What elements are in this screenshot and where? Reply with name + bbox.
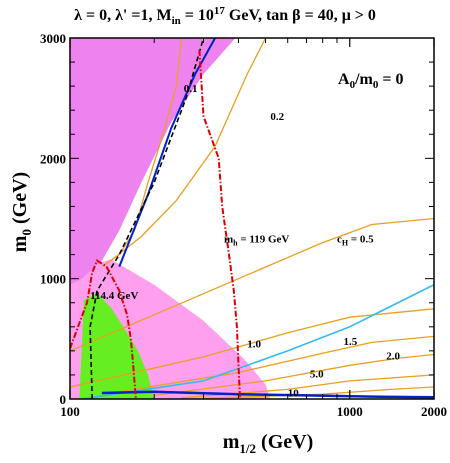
ch-contour-1	[110, 38, 267, 262]
y-tick-label-3: 3000	[40, 31, 66, 46]
ch-label-5: 2.0	[386, 350, 400, 362]
black-dashed-contour	[89, 38, 205, 399]
x-tick-label-0: 100	[60, 404, 80, 419]
title-eq: = 10	[181, 7, 214, 24]
ch-label-6: 5.0	[310, 368, 324, 380]
ch-label-c: c	[337, 234, 342, 246]
chart-title: λ = 0, λ' =1, Min = 1017 GeV, tan β = 40…	[74, 5, 376, 27]
ch-label-7: 10	[288, 388, 300, 400]
y-tick-label-1: 1000	[40, 272, 66, 287]
x-tick-label-1: 1000	[337, 404, 363, 419]
higgs-contour-1	[70, 259, 137, 399]
x-tick-label-2: 2000	[421, 404, 447, 419]
ch-label-1: 0.2	[270, 111, 284, 123]
title-rest: GeV, tan β = 40, μ > 0	[225, 7, 376, 24]
y-tick-label-2: 2000	[40, 151, 66, 166]
higgs-label-114: 114.4 GeV	[90, 290, 138, 302]
cyan-line	[81, 283, 434, 399]
ch-label-4: 1.5	[344, 336, 358, 348]
ch-label-3: 1.0	[247, 338, 261, 350]
ch-contour-4	[119, 335, 434, 393]
higgs-contour-0	[198, 49, 241, 399]
region-stau-lsp	[70, 38, 236, 285]
title-main: λ = 0, λ' =1, M	[74, 7, 172, 24]
ch-contour-7	[203, 386, 434, 399]
y-axis-label: m0 (GeV)	[9, 172, 34, 252]
axis-ticks: 100 1000 2000 0 1000 2000 3000	[40, 31, 447, 419]
ch-label-0: 0.1	[184, 83, 198, 95]
ch-contour-5	[154, 353, 434, 397]
plot-area: mh = 119 GeV 114.4 GeV 0.1 0.2 cH = 0.5 1.0 1.…	[70, 38, 434, 400]
annotation-a0: A0/m0 = 0	[338, 71, 403, 91]
y-tick-label-0: 0	[60, 392, 67, 407]
plot-frame	[69, 37, 435, 400]
ch-contour-3	[70, 308, 434, 388]
ch-label-sub: H	[342, 239, 349, 248]
ch-label-2: cH = 0.5	[337, 234, 374, 248]
title-exp: 17	[214, 5, 226, 17]
x-axis-label: m1/2 (GeV)	[223, 431, 314, 456]
title-sub: in	[172, 15, 181, 27]
blue-band-lower	[101, 390, 434, 399]
higgs-label-m: m	[224, 234, 233, 246]
higgs-label-rest: = 119 GeV	[238, 234, 290, 246]
blue-band-upper	[118, 38, 216, 267]
ch-label-val: = 0.5	[348, 234, 374, 246]
higgs-label-119: mh = 119 GeV	[224, 234, 289, 248]
ch-contour-2	[70, 217, 434, 352]
higgs-label-sub: h	[233, 239, 238, 248]
